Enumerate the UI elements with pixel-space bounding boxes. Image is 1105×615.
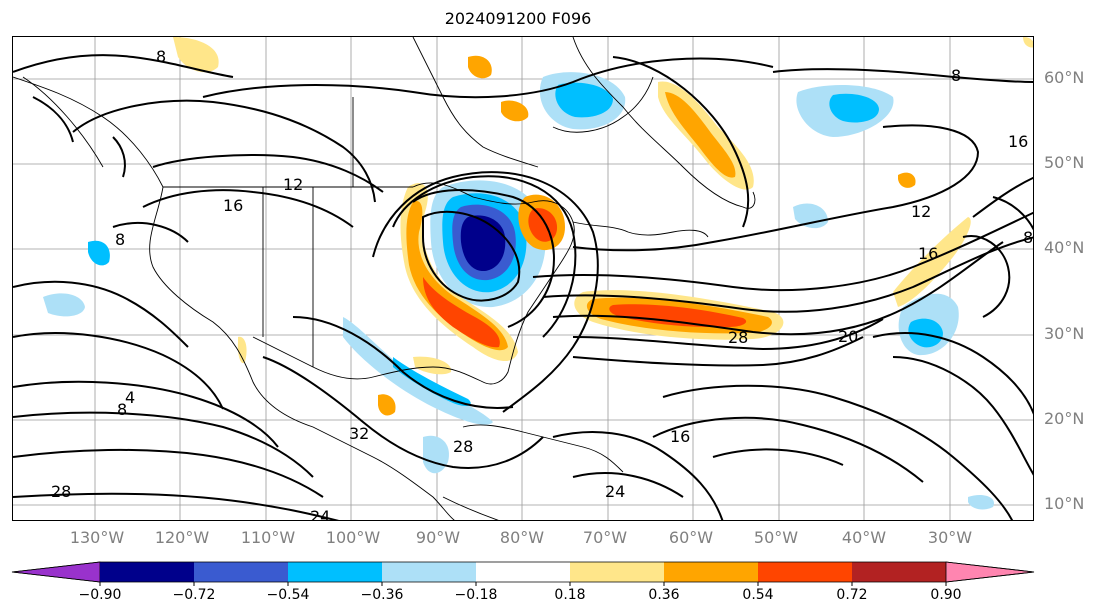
contour-label: 8 (117, 400, 127, 419)
lon-label: 70°W (582, 528, 628, 547)
contour-label: 8 (115, 230, 125, 249)
colorbar-tick-label: 0.54 (742, 587, 774, 603)
lat-label: 40°N (1044, 238, 1085, 257)
negative-anomaly-carib (423, 435, 449, 474)
positive-anomaly-mx (237, 336, 247, 364)
positive-anomaly-sub (898, 172, 916, 188)
colorbar-segment (382, 562, 477, 582)
lon-label: 60°W (668, 528, 714, 547)
colorbar-tick-label: −0.18 (454, 587, 498, 603)
contour-label: 8 (1023, 228, 1033, 247)
lon-label: 40°W (841, 528, 887, 547)
negative-anomaly-sw (43, 293, 85, 317)
negative-anomaly-catl-core (908, 318, 943, 348)
colorbar-tick-label: −0.36 (360, 587, 404, 603)
contour-label: 16 (1008, 132, 1028, 151)
lon-label: 50°W (753, 528, 799, 547)
colorbar-segment (100, 562, 195, 582)
lon-label: 30°W (927, 528, 973, 547)
colorbar-tick-label: −0.90 (78, 587, 122, 603)
lat-label: 50°N (1044, 153, 1085, 172)
lon-label: 90°W (415, 528, 461, 547)
colorbar-segment (758, 562, 853, 582)
negative-anomaly-ma (793, 203, 828, 229)
colorbar-extend-high (945, 561, 1035, 583)
negative-anomaly-natl-core (829, 93, 879, 123)
colorbar-ticks (99, 582, 947, 586)
positive-anomaly-hb (468, 55, 492, 79)
contour-label: 8 (156, 47, 166, 66)
lon-label: 80°W (499, 528, 545, 547)
colorbar-extend-low (11, 561, 101, 583)
positive-anomaly-labrador-core (665, 92, 736, 178)
positive-anomaly-mx2 (413, 356, 452, 375)
colorbar-segments (11, 561, 1035, 583)
shaded-field (43, 37, 1033, 510)
positive-anomaly-nw (173, 37, 219, 73)
positive-anomaly-arc (400, 183, 518, 362)
map-canvas: 8 16 12 8 16 12 16 28 20 4 8 8 28 32 28 … (13, 37, 1033, 521)
lon-label: 120°W (154, 528, 210, 547)
negative-anomaly-ne2 (968, 495, 994, 510)
colorbar-tick-label: −0.72 (172, 587, 216, 603)
contour-label: 16 (670, 427, 690, 446)
negative-anomaly-hudson-core (555, 82, 613, 118)
lat-label: 10°N (1044, 494, 1085, 513)
colorbar-tick-label: 0.72 (836, 587, 868, 603)
lat-label: 20°N (1044, 409, 1085, 428)
positive-anomaly-fl (378, 394, 396, 416)
colorbar-tick-label: 0.90 (930, 587, 962, 603)
colorbar-tick-label: 0.36 (648, 587, 680, 603)
lon-label: 130°W (69, 528, 125, 547)
contour-label: 32 (349, 424, 369, 443)
colorbar-segment (852, 562, 947, 582)
contour-label: 28 (51, 482, 71, 501)
map-panel: 8 16 12 8 16 12 16 28 20 4 8 8 28 32 28 … (12, 36, 1034, 521)
colorbar (11, 561, 1035, 586)
negative-anomaly-sw2 (88, 240, 110, 266)
positive-anomaly-cw (1023, 37, 1033, 48)
contour-labels: 8 16 12 8 16 12 16 28 20 4 8 8 28 32 28 … (51, 47, 1033, 521)
negative-anomaly-gulf-core (393, 357, 471, 406)
contour-label: 24 (605, 482, 625, 501)
contour-label: 28 (728, 328, 748, 347)
contour-label: 12 (911, 202, 931, 221)
lon-label: 110°W (240, 528, 296, 547)
map-title: 2024091200 F096 (444, 9, 592, 28)
positive-anomaly-jet-core (609, 304, 747, 328)
colorbar-segment (476, 562, 571, 582)
contour-label: 4 (125, 388, 135, 407)
contour-label: 24 (310, 507, 330, 521)
contour-label: 12 (283, 175, 303, 194)
colorbar-tick-label: −0.54 (266, 587, 310, 603)
contour-label: 16 (918, 244, 938, 263)
colorbar-segment (288, 562, 383, 582)
contour-label: 28 (453, 437, 473, 456)
colorbar-segment (664, 562, 759, 582)
positive-anomaly-gl (501, 100, 529, 122)
colorbar-segment (194, 562, 289, 582)
positive-anomaly-arc-core (423, 277, 500, 348)
contour-label: 8 (951, 66, 961, 85)
coastlines (13, 37, 756, 520)
lat-label: 30°N (1044, 324, 1085, 343)
lon-label: 100°W (325, 528, 381, 547)
positive-anomaly-streak (893, 217, 971, 307)
contours (13, 54, 1033, 520)
colorbar-segment (570, 562, 665, 582)
contour-label: 16 (223, 196, 243, 215)
lat-label: 60°N (1044, 68, 1085, 87)
negative-anomaly-peak (460, 215, 506, 272)
negative-anomaly-gulf (343, 317, 493, 425)
colorbar-tick-label: 0.18 (554, 587, 586, 603)
contour-label: 20 (838, 327, 858, 346)
